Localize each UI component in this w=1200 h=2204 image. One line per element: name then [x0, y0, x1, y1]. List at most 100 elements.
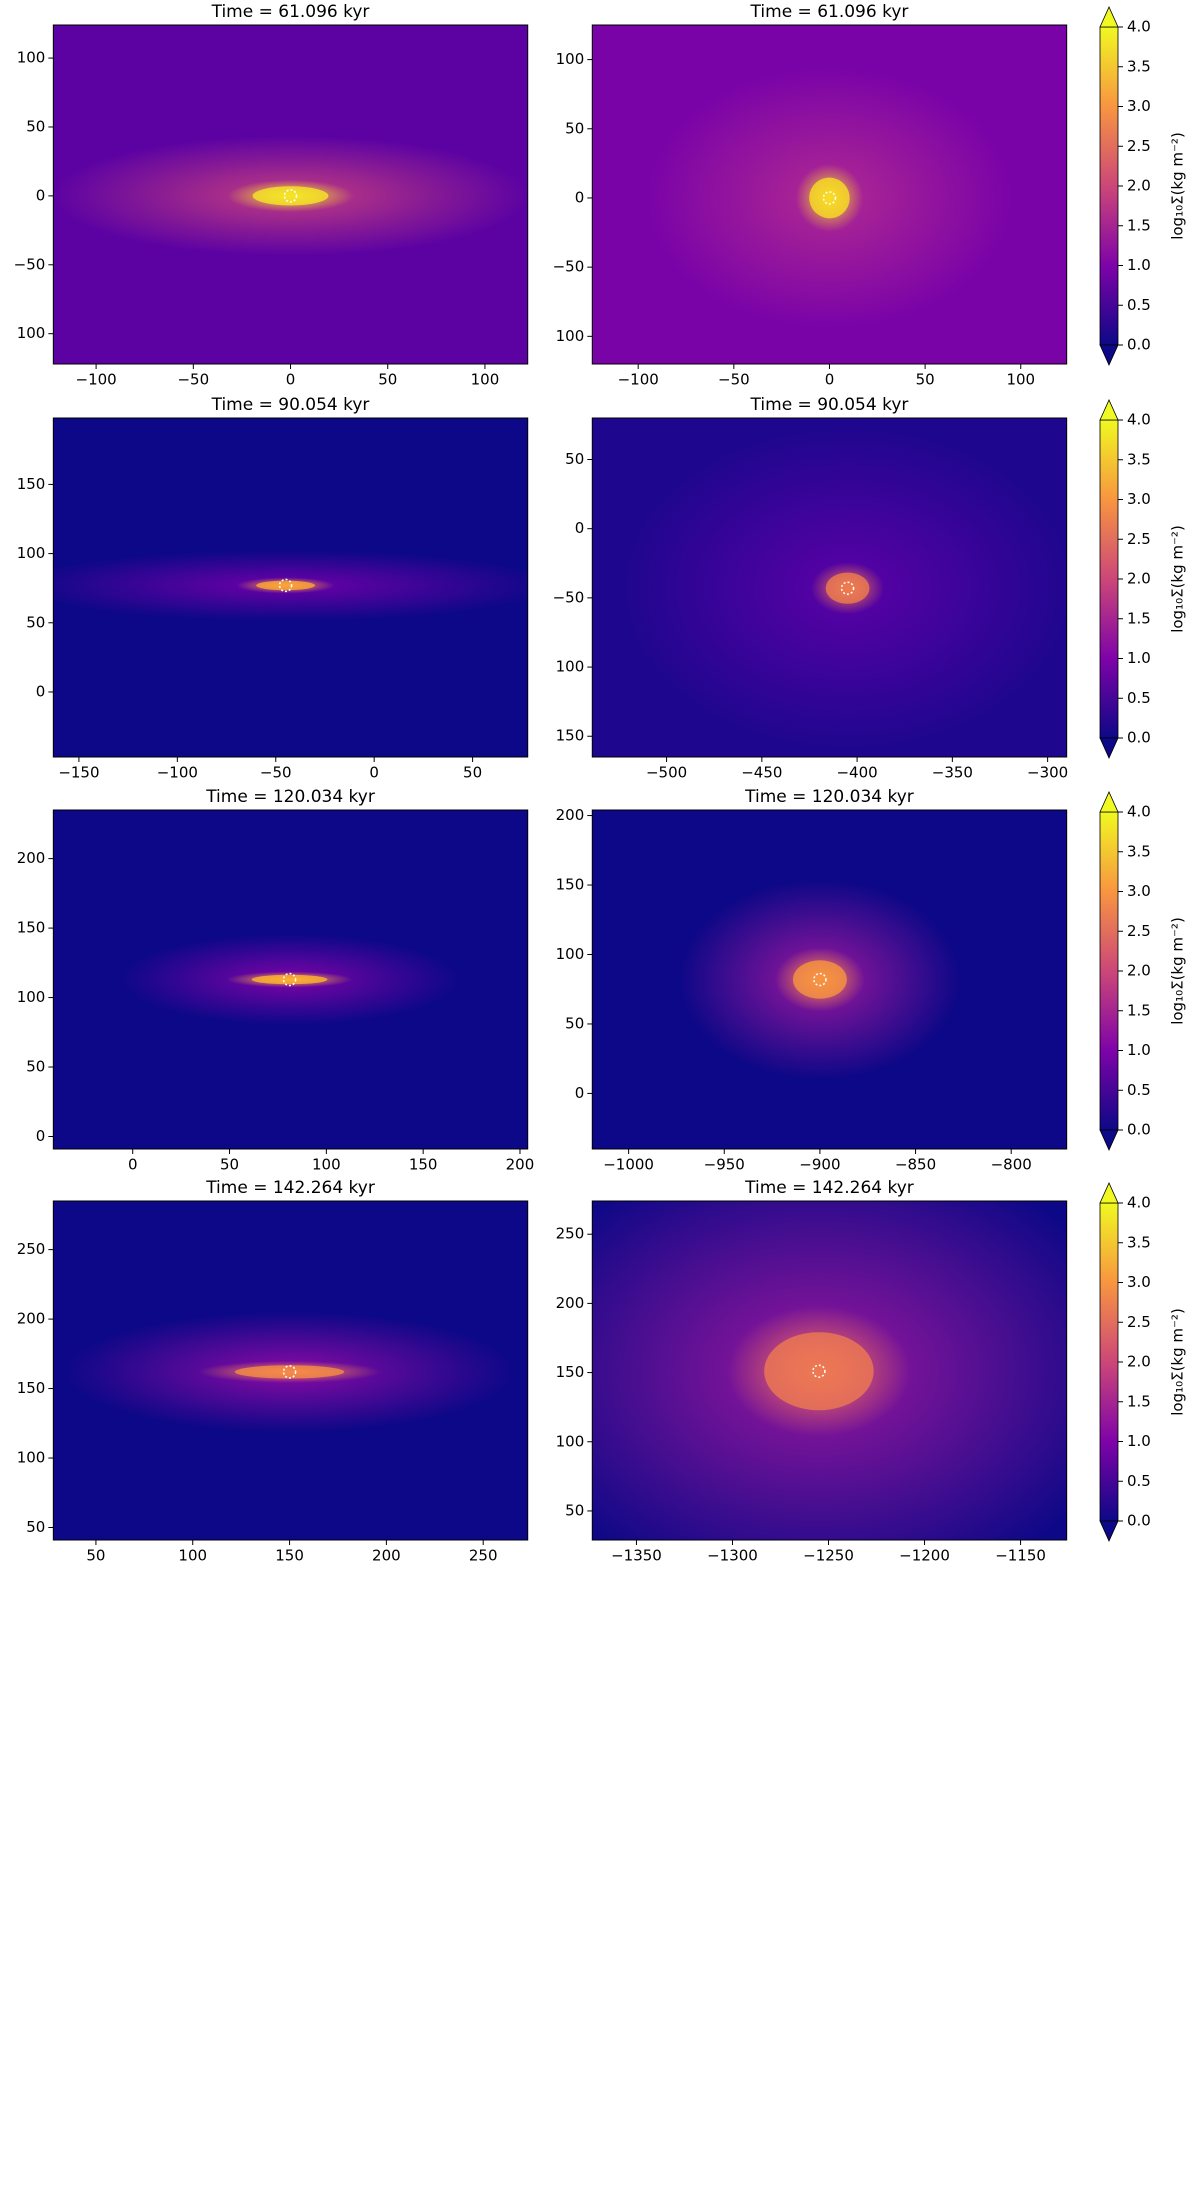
- x-tick-label: 50: [86, 1547, 105, 1565]
- colorbar: [1099, 811, 1119, 1131]
- y-tick-label: 150: [556, 727, 585, 745]
- axes-frame: [591, 417, 1068, 758]
- y-tick-label: 100: [556, 327, 585, 345]
- heatmap: [53, 25, 528, 364]
- sink-particle: [812, 1364, 826, 1378]
- sink-particle: [822, 191, 837, 205]
- axes-frame: [591, 1200, 1068, 1541]
- colorbar-tick-label: 3.5: [1127, 57, 1151, 75]
- colorbar-tick-label: 3.5: [1127, 842, 1151, 860]
- heatmap: [592, 810, 1067, 1149]
- colorbar-tick-label: 1.0: [1127, 1041, 1151, 1059]
- y-tick-label: 0: [36, 1127, 46, 1145]
- x-tick-label: 150: [275, 1547, 304, 1565]
- y-tick-label: 50: [565, 119, 584, 137]
- y-tick-label: 100: [556, 945, 585, 963]
- colorbar-tick-label: 4.0: [1127, 18, 1151, 36]
- y-tick-label: 100: [556, 658, 585, 676]
- x-tick-label: −150: [58, 764, 99, 782]
- y-tick-label: 200: [556, 806, 585, 824]
- x-tick-label: −50: [260, 764, 292, 782]
- x-tick-label: −350: [932, 764, 973, 782]
- y-tick-label: 100: [17, 1449, 46, 1467]
- colorbar-tick-label: 3.0: [1127, 882, 1151, 900]
- y-tick-label: 150: [17, 1379, 46, 1397]
- colorbar-extend-max: [1099, 791, 1119, 813]
- y-tick-label: −50: [553, 588, 585, 606]
- colorbar-tick-label: 3.0: [1127, 97, 1151, 115]
- colorbar-tick-label: 0.0: [1127, 1512, 1151, 1530]
- colorbar-tick-label: 2.5: [1127, 530, 1151, 548]
- y-tick-label: 0: [36, 682, 46, 700]
- colorbar-tick-label: 3.5: [1127, 450, 1151, 468]
- colorbar-tick-label: 0.0: [1127, 1121, 1151, 1139]
- x-tick-label: 0: [128, 1156, 138, 1174]
- colorbar-extend-max: [1099, 6, 1119, 28]
- y-tick-label: 100: [17, 988, 46, 1006]
- x-tick-label: −1150: [995, 1547, 1046, 1565]
- colorbar-tick-label: 1.5: [1127, 1392, 1151, 1410]
- panel-title: Time = 90.054 kyr: [750, 395, 909, 415]
- heatmap: [592, 418, 1067, 757]
- panel-title: Time = 142.264 kyr: [205, 1178, 375, 1198]
- y-tick-label: 250: [17, 1240, 46, 1258]
- y-tick-label: 150: [17, 475, 46, 493]
- x-tick-label: −400: [836, 764, 877, 782]
- colorbar-tick-label: 0.5: [1127, 689, 1151, 707]
- density-core: [251, 974, 328, 985]
- y-tick-label: 50: [565, 1501, 584, 1519]
- heatmap: [592, 25, 1067, 364]
- heatmap: [53, 810, 528, 1149]
- y-tick-label: 150: [556, 1363, 585, 1381]
- y-tick-label: 50: [26, 1518, 45, 1536]
- panel-title: Time = 120.034 kyr: [744, 787, 914, 807]
- axes-frame: [591, 809, 1068, 1150]
- x-tick-label: −100: [157, 764, 198, 782]
- heatmap: [592, 1201, 1067, 1540]
- colorbar-extend-min: [1099, 344, 1119, 366]
- y-tick-label: 0: [575, 519, 585, 537]
- x-tick-label: −300: [1027, 764, 1068, 782]
- colorbar-tick-label: 2.0: [1127, 570, 1151, 588]
- y-tick-label: 50: [565, 1014, 584, 1032]
- y-tick-label: 200: [17, 849, 46, 867]
- y-tick-label: 0: [575, 188, 585, 206]
- axes-frame: [52, 417, 529, 758]
- colorbar-tick-label: 1.5: [1127, 1001, 1151, 1019]
- x-tick-label: 100: [312, 1156, 341, 1174]
- y-tick-label: −50: [14, 255, 46, 273]
- y-tick-label: 50: [26, 1058, 45, 1076]
- x-tick-label: −450: [741, 764, 782, 782]
- panel-title: Time = 90.054 kyr: [211, 395, 370, 415]
- y-tick-label: 150: [556, 876, 585, 894]
- x-tick-label: −100: [76, 371, 117, 389]
- panel-title: Time = 61.096 kyr: [750, 2, 909, 22]
- density-core: [809, 177, 850, 219]
- colorbar-label: log₁₀Σ(kg m⁻²): [1169, 1308, 1187, 1416]
- y-tick-label: 100: [556, 50, 585, 68]
- colorbar-extend-min: [1099, 1129, 1119, 1151]
- sink-particle: [278, 578, 293, 593]
- colorbar-tick-label: 0.5: [1127, 296, 1151, 314]
- x-tick-label: −1200: [899, 1547, 950, 1565]
- y-tick-label: −50: [553, 258, 585, 276]
- x-tick-label: 0: [286, 371, 296, 389]
- colorbar-tick-label: 4.0: [1127, 803, 1151, 821]
- x-tick-label: 100: [1006, 371, 1035, 389]
- x-tick-label: −1350: [611, 1547, 662, 1565]
- y-tick-label: 100: [556, 1432, 585, 1450]
- colorbar-tick-label: 2.5: [1127, 1313, 1151, 1331]
- x-tick-label: 250: [469, 1547, 498, 1565]
- colorbar-extend-max: [1099, 399, 1119, 421]
- x-tick-label: −100: [618, 371, 659, 389]
- x-tick-label: −1000: [603, 1156, 654, 1174]
- density-core: [252, 186, 329, 206]
- sink-particle: [813, 972, 827, 987]
- colorbar: [1099, 26, 1119, 346]
- x-tick-label: −800: [991, 1156, 1032, 1174]
- y-tick-label: 0: [36, 186, 46, 204]
- x-tick-label: −900: [799, 1156, 840, 1174]
- colorbar-tick-label: 0.5: [1127, 1472, 1151, 1490]
- colorbar: [1099, 1202, 1119, 1522]
